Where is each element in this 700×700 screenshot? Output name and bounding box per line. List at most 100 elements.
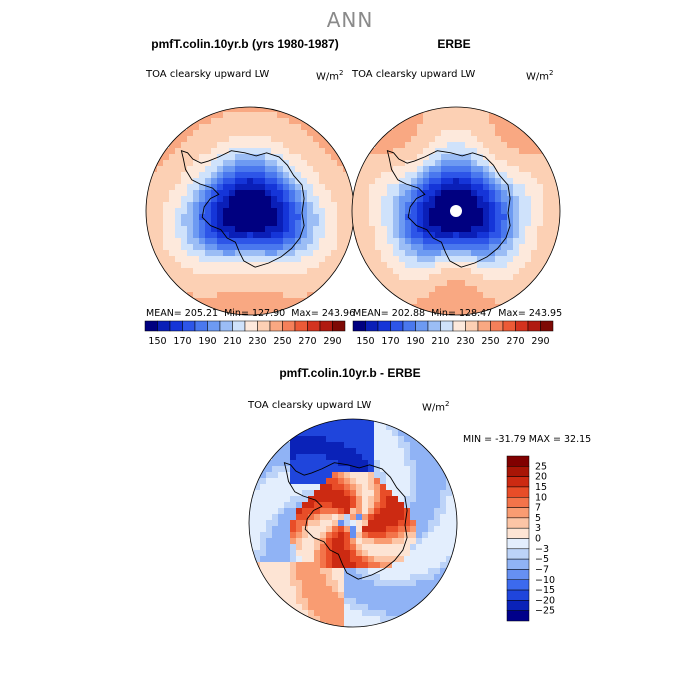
field-cell: [325, 142, 332, 149]
field-cell: [320, 466, 327, 473]
field-cell: [223, 250, 230, 257]
field-cell: [205, 262, 212, 269]
field-cell: [423, 244, 430, 251]
field-cell: [271, 136, 278, 143]
field-cell: [302, 478, 309, 485]
field-cell: [254, 514, 261, 521]
field-cell: [278, 574, 285, 581]
field-cell: [447, 148, 454, 155]
field-cell: [217, 124, 224, 131]
field-cell: [157, 202, 164, 209]
field-cell: [398, 592, 405, 599]
field-cell: [393, 196, 400, 203]
field-cell: [398, 562, 405, 569]
field-cell: [537, 226, 544, 233]
field-cell: [465, 184, 472, 191]
field-cell: [332, 472, 339, 479]
field-cell: [375, 160, 382, 167]
field-cell: [362, 616, 369, 623]
field-cell: [205, 154, 212, 161]
colorbar-swatch: [506, 466, 530, 477]
field-cell: [381, 238, 388, 245]
field-cell: [181, 178, 188, 185]
field-cell: [283, 130, 290, 137]
field-cell: [362, 568, 369, 575]
field-cell: [163, 154, 170, 161]
field-cell: [229, 268, 236, 275]
field-cell: [429, 286, 436, 293]
field-cell: [465, 202, 472, 209]
field-cell: [519, 142, 526, 149]
field-cell: [411, 118, 418, 125]
field-cell: [343, 226, 350, 233]
field-cell: [301, 184, 308, 191]
field-cell: [344, 520, 351, 527]
field-cell: [422, 448, 429, 455]
field-cell: [410, 580, 417, 587]
field-cell: [525, 250, 532, 257]
field-cell: [169, 172, 176, 179]
field-cell: [410, 514, 417, 521]
field-cell: [393, 256, 400, 263]
field-cell: [296, 592, 303, 599]
field-cell: [411, 178, 418, 185]
field-cell: [374, 478, 381, 485]
field-cell: [211, 244, 218, 251]
field-cell: [302, 460, 309, 467]
field-cell: [501, 148, 508, 155]
field-cell: [265, 136, 272, 143]
field-cell: [441, 124, 448, 131]
field-cell: [453, 136, 460, 143]
field-cell: [416, 562, 423, 569]
field-cell: [393, 202, 400, 209]
field-cell: [344, 436, 351, 443]
field-cell: [507, 292, 514, 299]
field-cell: [519, 172, 526, 179]
field-cell: [435, 107, 442, 113]
field-cell: [283, 196, 290, 203]
field-cell: [477, 202, 484, 209]
field-cell: [344, 580, 351, 587]
field-cell: [277, 304, 284, 311]
field-cell: [211, 286, 218, 293]
field-cell: [249, 538, 255, 545]
field-cell: [319, 130, 326, 137]
field-cell: [416, 472, 423, 479]
field-cell: [265, 178, 272, 185]
field-cell: [302, 442, 309, 449]
field-cell: [350, 490, 357, 497]
field-cell: [447, 118, 454, 125]
field-cell: [319, 184, 326, 191]
field-cell: [465, 124, 472, 131]
field-cell: [392, 562, 399, 569]
field-cell: [416, 556, 423, 563]
field-cell: [217, 244, 224, 251]
field-cell: [265, 280, 272, 287]
field-cell: [465, 250, 472, 257]
colorbar-swatch: [506, 558, 530, 570]
field-cell: [477, 238, 484, 245]
field-cell: [350, 556, 357, 563]
field-cell: [229, 298, 236, 305]
field-cell: [343, 178, 350, 185]
field-cell: [325, 280, 332, 287]
field-cell: [307, 280, 314, 287]
field-cell: [229, 154, 236, 161]
field-cell: [259, 124, 266, 131]
field-cell: [368, 520, 375, 527]
field-cell: [211, 220, 218, 227]
field-cell: [435, 118, 442, 125]
field-cell: [477, 244, 484, 251]
field-cell: [435, 268, 442, 275]
field-cell: [271, 304, 278, 311]
field-cell: [477, 214, 484, 221]
field-cell: [386, 472, 393, 479]
field-cell: [519, 196, 526, 203]
field-cell: [241, 274, 248, 281]
field-cell: [325, 274, 332, 281]
field-cell: [290, 556, 297, 563]
field-cell: [313, 130, 320, 137]
field-cell: [440, 514, 447, 521]
field-cell: [393, 124, 400, 131]
colorbar-tick-label: 20: [535, 472, 547, 483]
